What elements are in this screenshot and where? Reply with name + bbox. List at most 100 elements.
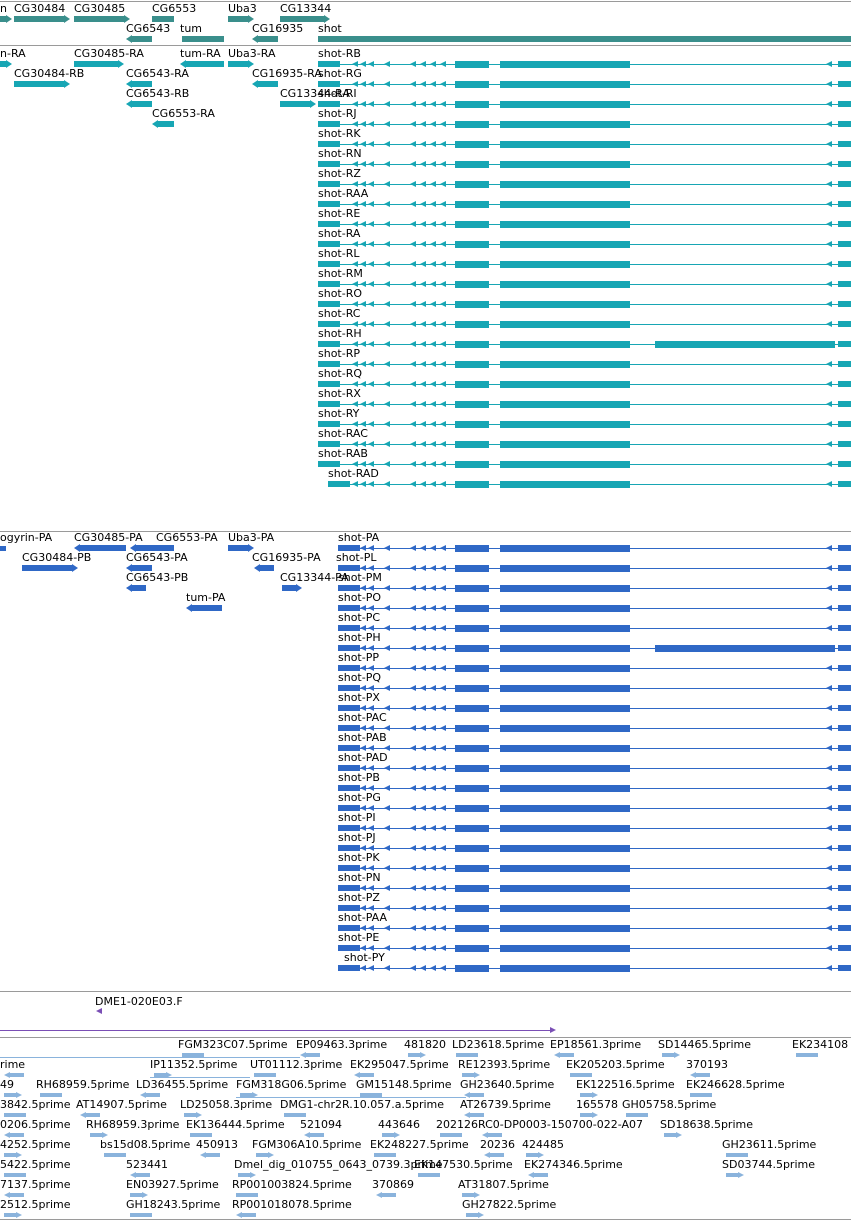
strand-arrow-left-icon <box>420 665 426 671</box>
feature-block <box>838 241 851 247</box>
strand-arrow-left-icon <box>360 161 366 167</box>
feature-block <box>838 785 851 791</box>
feature-block <box>838 705 851 711</box>
strand-arrow-left-icon <box>420 645 426 651</box>
strand-arrow-left-icon <box>420 925 426 931</box>
strand-arrow-left-icon <box>826 885 832 891</box>
feature-block <box>318 381 340 387</box>
feature-block <box>157 121 174 127</box>
strand-arrow-left-icon <box>430 685 436 691</box>
strand-arrow-left-icon <box>368 121 374 127</box>
feature-block <box>318 101 340 107</box>
feature-block <box>238 1173 250 1177</box>
feature-label: CG13344 <box>280 2 332 15</box>
strand-arrow-left-icon <box>368 565 374 571</box>
feature-block <box>690 1093 712 1097</box>
feature-block <box>79 545 126 551</box>
strand-arrow-left-icon <box>420 101 426 107</box>
feature-block <box>455 381 489 388</box>
strand-arrow-left-icon <box>410 705 416 711</box>
strand-arrow-left-icon <box>410 441 416 447</box>
feature-block <box>838 545 851 551</box>
strand-arrow-left-icon <box>360 725 366 731</box>
feature-label: shot-PY <box>344 951 385 964</box>
strand-arrow-left-icon <box>430 221 436 227</box>
feature-label: SD18638.5prime <box>660 1118 753 1131</box>
feature-block <box>726 1173 738 1177</box>
strand-arrow-left-icon <box>384 101 390 107</box>
feature-block <box>236 1193 258 1197</box>
feature-block <box>182 36 224 42</box>
strand-arrow-right-icon <box>6 15 12 23</box>
feature-block <box>318 361 340 367</box>
strand-arrow-left-icon <box>360 381 366 387</box>
strand-arrow-left-icon <box>826 281 832 287</box>
strand-arrow-left-icon <box>440 341 446 347</box>
strand-arrow-left-icon <box>360 865 366 871</box>
feature-block <box>500 421 630 428</box>
strand-arrow-left-icon <box>440 945 446 951</box>
strand-arrow-left-icon <box>352 585 358 591</box>
strand-arrow-left-icon <box>430 381 436 387</box>
feature-label: tum-RA <box>180 47 221 60</box>
feature-block <box>500 461 630 468</box>
feature-block <box>455 361 489 368</box>
feature-label: RH68959.5prime <box>36 1078 130 1091</box>
strand-arrow-left-icon <box>440 181 446 187</box>
strand-arrow-left-icon <box>360 605 366 611</box>
strand-arrow-left-icon <box>430 945 436 951</box>
strand-arrow-left-icon <box>368 545 374 551</box>
strand-arrow-left-icon <box>4 1072 10 1078</box>
strand-arrow-left-icon <box>420 361 426 367</box>
feature-block <box>190 1133 212 1137</box>
strand-arrow-left-icon <box>384 625 390 631</box>
strand-arrow-right-icon <box>474 1072 480 1078</box>
feature-label: CG6543-PB <box>126 571 189 584</box>
strand-arrow-left-icon <box>130 1172 136 1178</box>
feature-block <box>838 725 851 731</box>
feature-label: bs15d08.5prime <box>100 1138 191 1151</box>
feature-block <box>455 461 489 468</box>
feature-label: shot <box>318 22 342 35</box>
strand-arrow-left-icon <box>440 885 446 891</box>
feature-label: AT26739.5prime <box>460 1098 551 1111</box>
feature-block <box>318 81 340 87</box>
feature-block <box>284 1113 306 1117</box>
feature-block <box>500 341 630 348</box>
feature-label: 20236 <box>480 1138 515 1151</box>
strand-arrow-left-icon <box>368 965 374 971</box>
strand-arrow-left-icon <box>410 401 416 407</box>
strand-arrow-right-icon <box>538 1152 544 1158</box>
feature-block <box>626 1113 648 1117</box>
feature-block <box>456 1053 478 1057</box>
feature-block <box>318 121 340 127</box>
strand-arrow-right-icon <box>324 15 330 23</box>
feature-label: shot-PA <box>338 531 380 544</box>
strand-arrow-left-icon <box>384 461 390 467</box>
strand-arrow-left-icon <box>528 1172 534 1178</box>
strand-arrow-left-icon <box>352 705 358 711</box>
strand-arrow-left-icon <box>368 61 374 67</box>
feature-label: CG6543 <box>126 22 171 35</box>
feature-block <box>455 825 489 832</box>
feature-label: 2512.5prime <box>0 1198 71 1211</box>
feature-block <box>440 1133 462 1137</box>
strand-arrow-left-icon <box>420 705 426 711</box>
strand-arrow-left-icon <box>440 825 446 831</box>
strand-arrow-right-icon <box>102 1132 108 1138</box>
strand-arrow-left-icon <box>360 481 366 487</box>
feature-block <box>500 141 630 148</box>
tier-divider <box>0 991 851 992</box>
strand-arrow-left-icon <box>360 805 366 811</box>
feature-block <box>838 301 851 307</box>
feature-block <box>838 101 851 107</box>
strand-arrow-left-icon <box>420 625 426 631</box>
feature-block <box>500 925 630 932</box>
feature-block <box>455 765 489 772</box>
feature-label: Dmel_dig_010755_0643_0739.3prime <box>234 1158 443 1171</box>
feature-block <box>500 201 630 208</box>
feature-block <box>86 1113 100 1117</box>
feature-block <box>455 965 489 972</box>
strand-arrow-left-icon <box>352 565 358 571</box>
strand-arrow-left-icon <box>360 905 366 911</box>
